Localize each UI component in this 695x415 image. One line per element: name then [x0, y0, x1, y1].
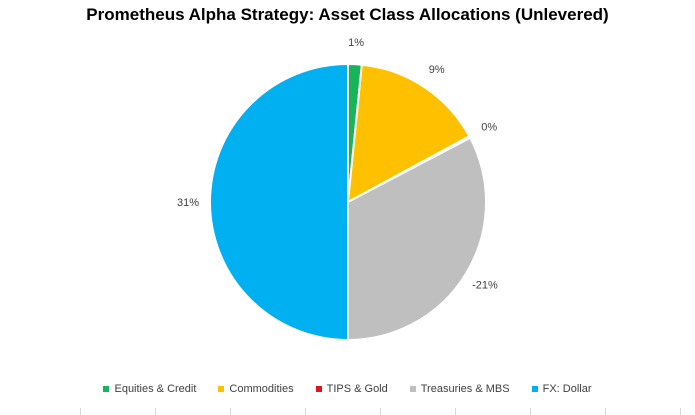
pie-labels: 1% 9% 0% -21% 31% [177, 37, 498, 292]
data-label-equities-credit: 1% [348, 37, 364, 49]
grid-tick [380, 408, 381, 415]
legend-label: Treasuries & MBS [420, 383, 510, 395]
chart-title: Prometheus Alpha Strategy: Asset Class A… [86, 5, 609, 24]
legend-label: Equities & Credit [114, 383, 197, 395]
legend-swatch [218, 386, 225, 392]
grid-tick [80, 408, 81, 415]
pie-slice-treasuries-mbs [347, 136, 487, 342]
legend-swatch [409, 386, 416, 392]
data-label-fx-dollar: 31% [177, 197, 199, 209]
legend-label: FX: Dollar [542, 383, 592, 395]
grid-tick [530, 408, 531, 415]
pie-slice-fx-dollar [209, 62, 349, 342]
data-label-treasuries-mbs: -21% [472, 280, 498, 292]
legend-item: TIPS & Gold [315, 383, 388, 395]
legend-item: Commodities [218, 383, 294, 395]
data-label-tips-gold: 0% [481, 122, 497, 134]
legend-item: FX: Dollar [531, 383, 592, 395]
grid-tick [605, 408, 606, 415]
grid-tick [455, 408, 456, 415]
pie-slice-commodities [346, 63, 471, 204]
grid-tick [230, 408, 231, 415]
legend-label: TIPS & Gold [326, 383, 388, 395]
legend-swatch [103, 386, 110, 392]
data-label-commodities: 9% [429, 64, 445, 76]
grid-tick [680, 408, 681, 415]
grid-tick [305, 408, 306, 415]
legend-swatch [531, 386, 538, 392]
legend-item: Treasuries & MBS [409, 383, 510, 395]
legend-item: Equities & Credit [103, 383, 196, 395]
legend-label: Commodities [229, 383, 294, 395]
legend: Equities & Credit Commodities TIPS & Gold T… [0, 383, 695, 395]
legend-swatch [315, 386, 322, 392]
pie-slices [209, 62, 487, 342]
grid-tick [155, 408, 156, 415]
